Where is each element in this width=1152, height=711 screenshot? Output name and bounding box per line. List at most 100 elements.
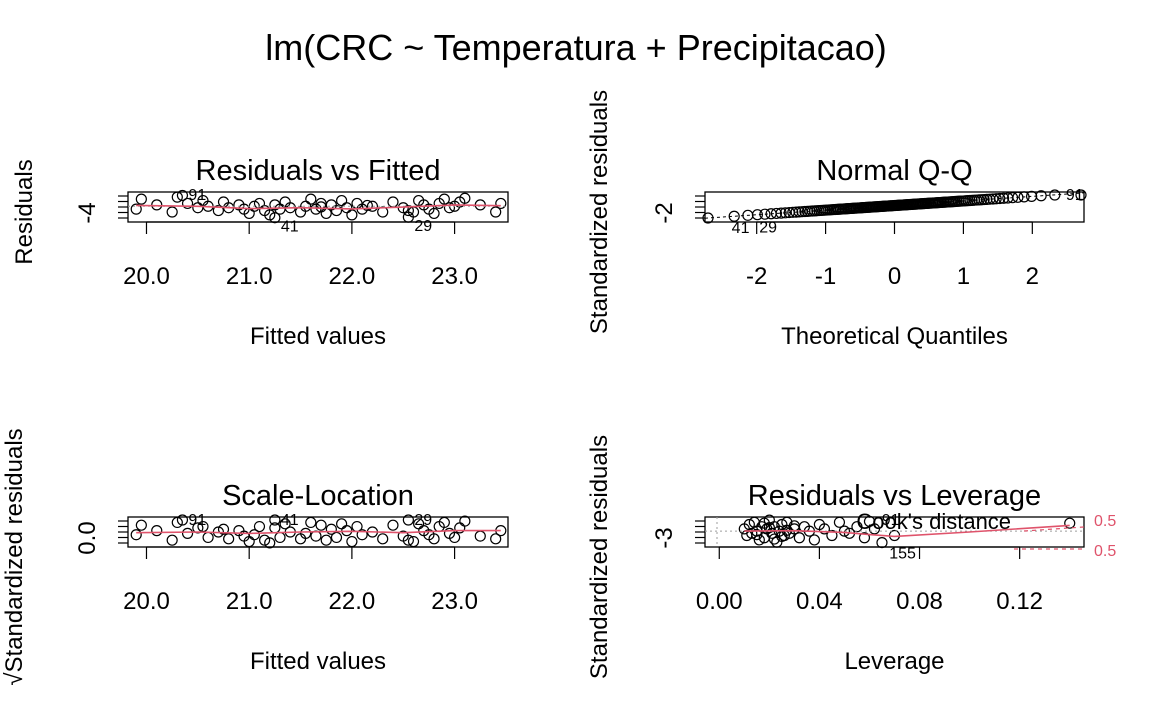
data-point [438, 516, 450, 529]
point-label: 41 [732, 220, 750, 237]
x-axis-label: Theoretical Quantiles [781, 323, 1008, 350]
data-point [459, 515, 471, 527]
data-point [1006, 192, 1019, 204]
x-tick-label: 0.08 [896, 588, 943, 615]
point-label: 91 [188, 187, 206, 204]
data-point [759, 208, 771, 220]
data-point [300, 527, 312, 539]
data-point [751, 529, 763, 541]
data-point [1035, 190, 1047, 202]
data-point [151, 525, 163, 537]
data-point [751, 209, 764, 221]
data-point [443, 202, 456, 214]
data-point [402, 514, 414, 526]
x-tick-label: 23.0 [431, 263, 478, 290]
data-point [990, 193, 1002, 205]
smoother-line [744, 524, 1070, 538]
data-point [387, 519, 399, 531]
data-point [346, 209, 358, 221]
data-point [826, 529, 838, 542]
data-point [387, 196, 399, 208]
cook-level-label: 0.5 [1094, 543, 1116, 560]
data-point [212, 204, 224, 217]
data-point [787, 206, 799, 218]
smoother-line [136, 204, 501, 210]
data-point [781, 516, 793, 528]
point-label: 29 [759, 220, 777, 237]
data-point [818, 523, 831, 535]
data-point [253, 520, 266, 533]
x-tick-label: 23.0 [431, 588, 478, 615]
point-label: 155 [889, 545, 916, 562]
x-axis-label: Fitted values [250, 648, 386, 675]
panel-title: Residuals vs Fitted [196, 155, 441, 187]
cook-contour-upper [1023, 526, 1085, 532]
data-point [728, 210, 740, 222]
data-point [793, 206, 805, 218]
data-point [876, 536, 888, 549]
y-axis-label: Standardized residuals [586, 435, 613, 679]
cook-legend-label: Cook's distance [856, 509, 1011, 534]
x-tick-label: 21.0 [226, 588, 273, 615]
data-point [176, 189, 189, 202]
x-tick-label: 0 [888, 263, 901, 290]
data-point [858, 532, 871, 544]
y-tick-label: -3 [651, 527, 678, 548]
data-point [758, 517, 770, 529]
data-point [269, 514, 281, 526]
data-point [192, 202, 204, 214]
panel-title: Normal Q-Q [816, 155, 972, 187]
data-point [402, 211, 414, 223]
data-point [495, 197, 507, 210]
data-point [279, 518, 291, 530]
data-point [1012, 191, 1024, 203]
data-point [356, 529, 368, 541]
data-point [402, 534, 414, 546]
x-tick-label: 21.0 [226, 263, 273, 290]
data-point [490, 533, 502, 545]
data-point [130, 529, 142, 541]
data-point [135, 519, 147, 531]
data-point [202, 531, 214, 544]
data-point [702, 212, 714, 224]
x-tick-label: 2 [1026, 263, 1039, 290]
y-axis-label: √Standardized residuals [1, 428, 28, 685]
data-point [166, 534, 178, 546]
x-tick-label: 0.04 [796, 588, 843, 615]
data-point [790, 206, 802, 218]
data-point [361, 199, 373, 212]
point-label: 41 [281, 219, 299, 236]
data-point [274, 531, 286, 544]
panel-title: Scale-Location [222, 480, 414, 512]
x-tick-label: 0.12 [996, 588, 1043, 615]
data-point [171, 191, 183, 203]
data-point [166, 206, 178, 218]
data-point [402, 204, 414, 217]
data-point [330, 531, 343, 544]
y-axis-label: Residuals [11, 159, 38, 264]
data-point [305, 516, 317, 529]
data-point [868, 523, 881, 535]
data-point [838, 525, 851, 537]
panel-2: Normal Q-Q -2 -1 0 1 2 -2 Theoretical Quantiles… [586, 90, 1087, 350]
y-tick-label: 0.0 [74, 521, 101, 554]
data-point [998, 192, 1010, 204]
data-point [366, 200, 379, 212]
data-point [808, 534, 820, 546]
data-point [330, 204, 343, 217]
data-point [336, 194, 348, 207]
data-point [407, 535, 420, 548]
points [738, 514, 1076, 549]
data-point [264, 537, 276, 549]
data-point [192, 522, 204, 534]
data-point [377, 206, 389, 218]
data-point [448, 531, 461, 544]
data-point [438, 193, 450, 205]
data-point [130, 203, 142, 215]
point-label: 91 [1066, 187, 1084, 204]
data-point [768, 533, 780, 545]
data-point [346, 535, 358, 548]
point-label: 29 [414, 218, 432, 235]
